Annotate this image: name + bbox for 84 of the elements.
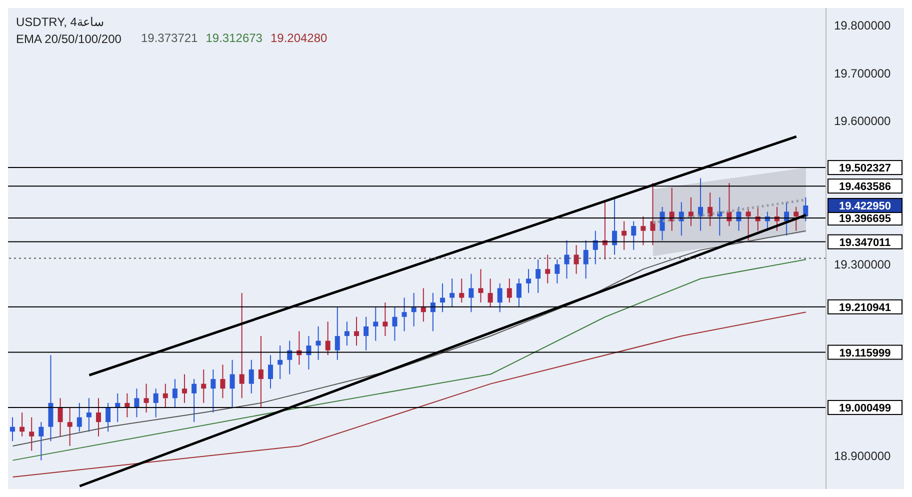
ref-line-label: 19.000499 [839, 402, 891, 414]
candlestick [316, 326, 321, 360]
y-tick-label: 19.600000 [834, 114, 892, 128]
candlestick [334, 306, 340, 360]
candlestick [29, 416, 34, 452]
candlestick [468, 273, 474, 313]
candlestick [268, 354, 274, 390]
candlestick [248, 359, 254, 394]
candlestick [392, 306, 398, 342]
candlestick [48, 354, 54, 442]
candlestick [650, 182, 656, 246]
candlestick [153, 388, 158, 418]
candlestick [258, 336, 264, 408]
candlestick [58, 398, 63, 437]
text: 19.312673 [206, 31, 262, 45]
candlestick [239, 292, 244, 399]
candlestick [192, 378, 197, 423]
candlestick [76, 402, 82, 432]
text: 19.422950 [839, 200, 891, 212]
candlestick [660, 206, 665, 241]
candlestick [640, 216, 646, 246]
candlestick [278, 345, 283, 380]
candlestick [10, 416, 15, 442]
candlestick [516, 278, 522, 308]
ref-line-label: 19.210941 [839, 302, 891, 314]
ref-line-label: 19.463586 [839, 181, 891, 194]
candlestick [162, 383, 168, 408]
text: 19.373721 [141, 31, 198, 45]
candlestick [554, 258, 560, 284]
ref-line-label: 19.347011 [839, 236, 891, 249]
candlestick [20, 412, 25, 437]
candlestick [450, 278, 455, 308]
candlestick [402, 297, 407, 332]
candlestick [220, 364, 226, 399]
candlestick [134, 388, 140, 418]
candlestick [96, 398, 102, 437]
candlestick [364, 316, 369, 351]
candlestick [478, 268, 484, 304]
candlestick [172, 378, 178, 408]
candlestick [67, 407, 72, 446]
candlestick [344, 321, 350, 346]
candlestick [794, 206, 799, 232]
ref-line-label: 19.115999 [839, 347, 891, 360]
candlestick [210, 368, 216, 413]
y-tick-label: 19.800000 [834, 18, 892, 32]
candlestick [583, 240, 588, 280]
candlestick [488, 278, 493, 308]
y-tick-label: 18.900000 [834, 448, 892, 463]
candlestick [182, 374, 188, 404]
y-tick-label: 19.300000 [834, 258, 892, 272]
text: EMA 20/50/100/200 [16, 31, 122, 48]
candlestick [86, 398, 92, 432]
candlestick [698, 178, 704, 232]
candlestick [688, 196, 694, 227]
text: 19.204280 [270, 31, 328, 45]
y-tick-label: 19.700000 [834, 66, 892, 80]
candlestick [622, 220, 627, 250]
ref-line-label: 19.502327 [839, 162, 891, 175]
candlestick [420, 288, 426, 322]
candlestick [536, 258, 541, 294]
line-series [12, 312, 806, 478]
candlestick [526, 268, 532, 294]
line-series [12, 258, 806, 461]
candlestick [144, 383, 149, 413]
candlestick [230, 359, 235, 408]
candlestick [382, 302, 388, 336]
candlestick [612, 196, 618, 256]
candlestick [564, 240, 570, 280]
candlestick [106, 402, 111, 432]
candlestick [325, 321, 330, 356]
candlestick [373, 306, 378, 342]
ref-line-label: 19.396695 [839, 213, 891, 226]
candlestick [497, 282, 502, 313]
candlestick [506, 278, 512, 304]
candlestick [574, 244, 579, 274]
text: USDTRY, 4ساعة [16, 14, 105, 31]
candlestick [459, 278, 464, 304]
candlestick [411, 292, 416, 327]
candlestick [631, 220, 636, 250]
candlestick [440, 282, 446, 313]
candlestick [201, 368, 206, 404]
candlestick [38, 422, 44, 461]
candlestick [545, 254, 550, 284]
candlestick [354, 316, 360, 346]
